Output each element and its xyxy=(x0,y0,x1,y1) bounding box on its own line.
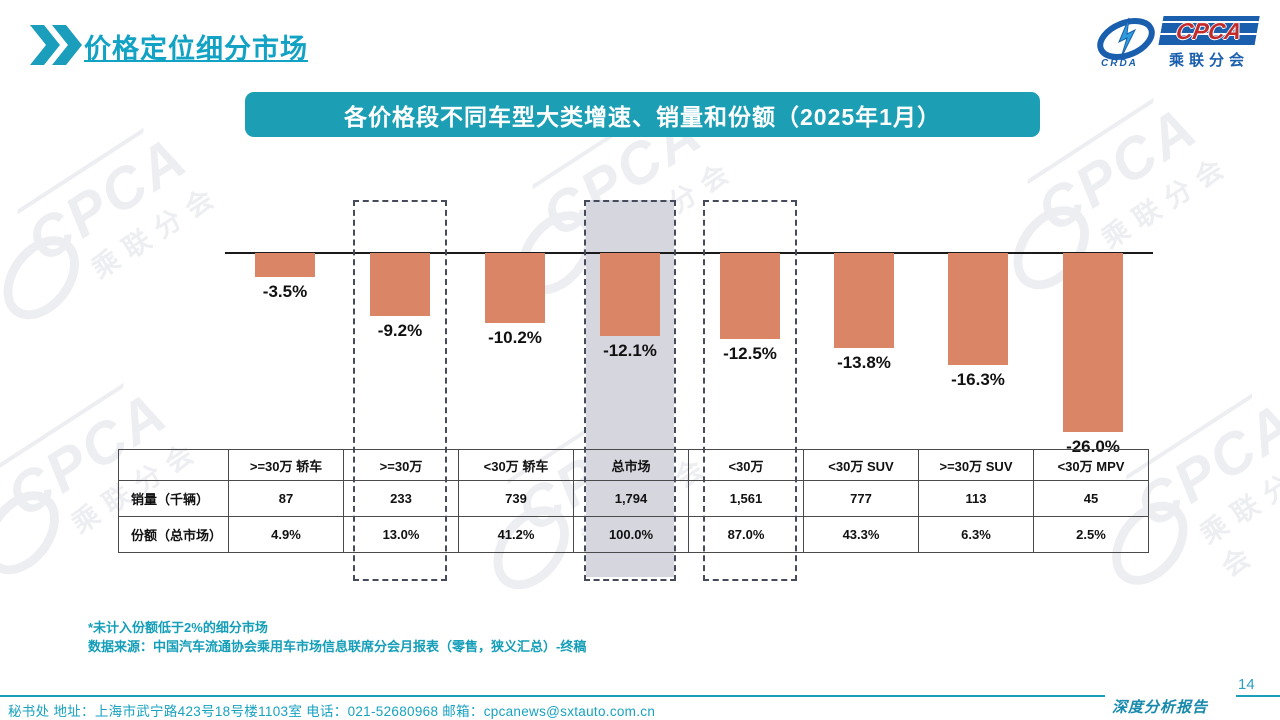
page-number: 14 xyxy=(1238,676,1255,693)
report-label: 深度分析报告 xyxy=(1112,698,1209,716)
table-cell: 100.0% xyxy=(573,516,689,553)
logo-ellipse-icon: CRDA xyxy=(1095,16,1157,76)
table-header-cell: 总市场 xyxy=(573,449,689,481)
bar-value-label: -10.2% xyxy=(488,328,542,347)
cpca-logo: CRDA CPCA 乘联分会 xyxy=(1095,16,1270,78)
table-cell: 45 xyxy=(1033,480,1149,517)
bar-value-label: -16.3% xyxy=(951,370,1005,389)
table-cell: 4.9% xyxy=(228,516,344,553)
table-cell: 233 xyxy=(343,480,459,517)
logo-right: CPCA 乘联分会 xyxy=(1158,16,1260,70)
footer-rule-left xyxy=(0,695,1105,697)
table-cell: 43.3% xyxy=(803,516,919,553)
table-cell: 41.2% xyxy=(458,516,574,553)
chart-banner-title: 各价格段不同车型大类增速、销量和份额（2025年1月） xyxy=(245,92,1040,137)
growth-bar xyxy=(834,253,894,348)
table-header-cell: <30万 MPV xyxy=(1033,449,1149,481)
bar-value-label: -9.2% xyxy=(377,321,423,340)
logo-crda-text: CRDA xyxy=(1101,58,1138,69)
logo-cpca-text: CPCA xyxy=(1158,16,1260,46)
table-cell: 2.5% xyxy=(1033,516,1149,553)
footer-contact: 秘书处 地址：上海市武宁路423号18号楼1103室 电话：021-526809… xyxy=(8,704,656,719)
table-header-cell: <30万 xyxy=(688,449,804,481)
table-row-header: 销量（千辆） xyxy=(118,480,229,517)
double-chevron-icon xyxy=(30,25,82,65)
table-header-cell: <30万 SUV xyxy=(803,449,919,481)
growth-bar xyxy=(255,253,315,277)
table-header-cell: >=30万 xyxy=(343,449,459,481)
logo-sub-text: 乘联分会 xyxy=(1168,52,1249,69)
table-cell: 13.0% xyxy=(343,516,459,553)
data-table: >=30万 轿车 >=30万 <30万 轿车 总市场 <30万 <30万 SUV >=30万… xyxy=(118,449,1149,553)
table-cell: 1,561 xyxy=(688,480,804,517)
footer-rule-right xyxy=(1236,695,1280,697)
footnote-asterisk: *未计入份额低于2%的细分市场 xyxy=(88,620,268,635)
table-cell: 87 xyxy=(228,480,344,517)
table-header-cell: >=30万 轿车 xyxy=(228,449,344,481)
table-cell: 113 xyxy=(918,480,1034,517)
table-cell: 777 xyxy=(803,480,919,517)
growth-bar xyxy=(370,253,430,316)
bar-value-label: -12.1% xyxy=(603,341,657,360)
table-cell: 1,794 xyxy=(573,480,689,517)
bar-value-label: -3.5% xyxy=(262,282,308,301)
growth-bar xyxy=(600,253,660,336)
table-row-header: 份额（总市场） xyxy=(118,516,229,553)
page-title: 价格定位细分市场 xyxy=(84,34,308,64)
table-cell: 87.0% xyxy=(688,516,804,553)
table-header-cell: >=30万 SUV xyxy=(918,449,1034,481)
bar-value-label: -13.8% xyxy=(837,353,891,372)
table-header-cell: <30万 轿车 xyxy=(458,449,574,481)
footnote-source: 数据来源：中国汽车流通协会乘用车市场信息联席分会月报表（零售，狭义汇总）-终稿 xyxy=(88,639,587,654)
table-corner-cell xyxy=(118,449,229,481)
bar-value-label: -12.5% xyxy=(723,344,777,363)
growth-bar xyxy=(948,253,1008,365)
growth-bar xyxy=(720,253,780,339)
table-cell: 739 xyxy=(458,480,574,517)
table-cell: 6.3% xyxy=(918,516,1034,553)
axis-baseline xyxy=(225,252,1153,254)
growth-bar xyxy=(485,253,545,323)
growth-bar xyxy=(1063,253,1123,432)
